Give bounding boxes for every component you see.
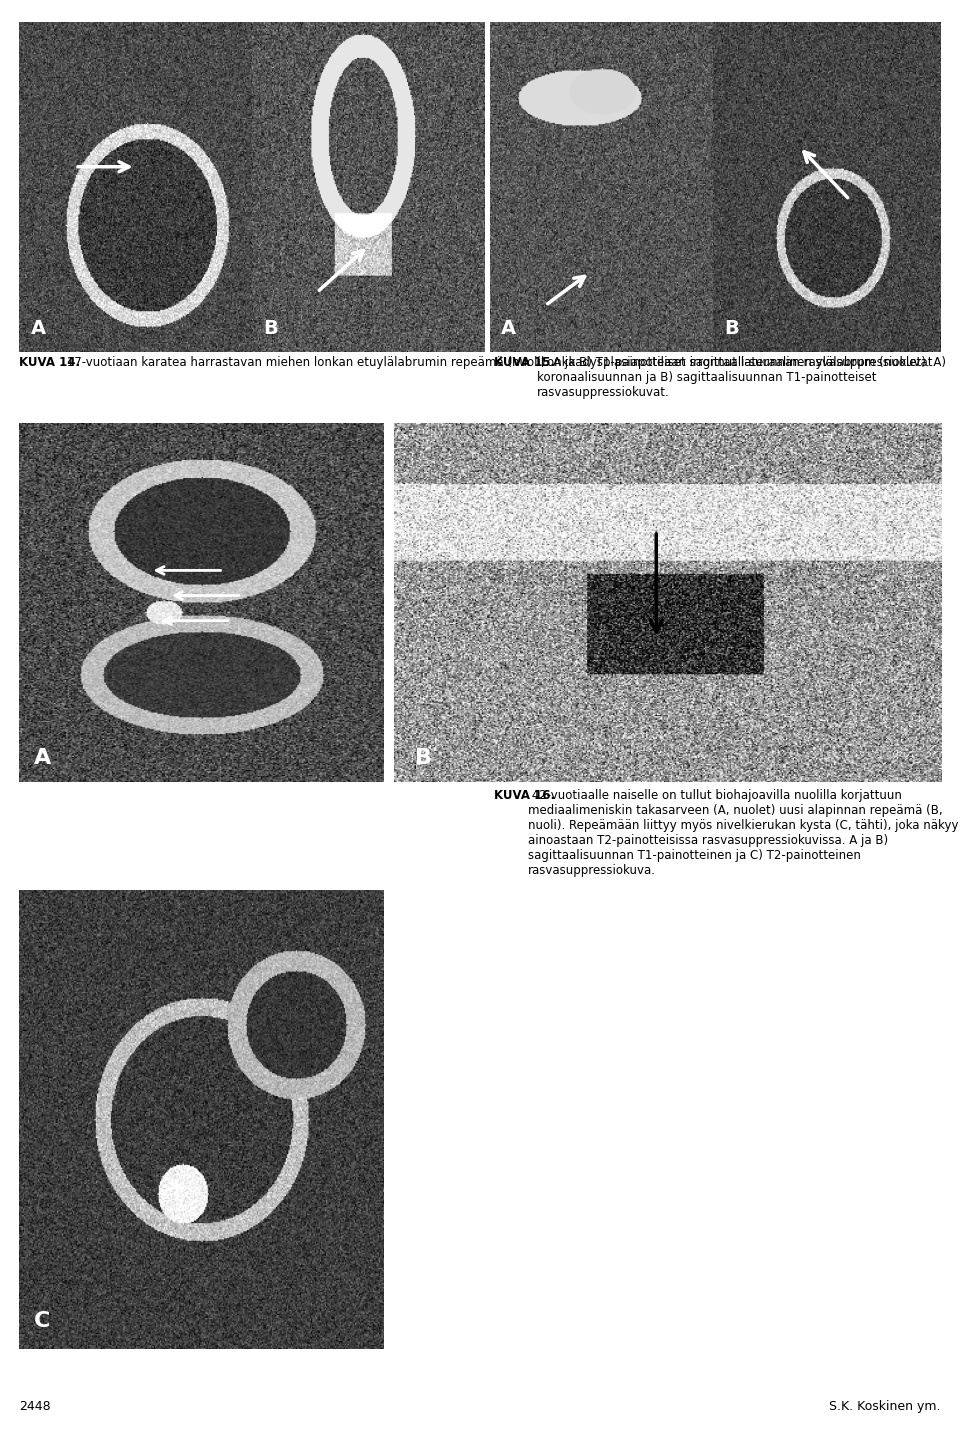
Text: 17-vuotiaan karatea harrastavan miehen lonkan etuylälabrumin repeämä (nuoli). A : 17-vuotiaan karatea harrastavan miehen l… — [62, 356, 936, 369]
Text: C: C — [34, 1310, 50, 1330]
Text: B: B — [724, 320, 739, 339]
Text: A: A — [31, 320, 46, 339]
Text: S.K. Koskinen ym.: S.K. Koskinen ym. — [829, 1401, 941, 1413]
Text: KUVA 16.: KUVA 16. — [494, 789, 556, 802]
Text: *: * — [168, 1178, 184, 1207]
Text: 42-vuotiaalle naiselle on tullut biohajoavilla nuolilla korjattuun mediaalimenis: 42-vuotiaalle naiselle on tullut biohajo… — [528, 789, 958, 877]
Text: A: A — [501, 320, 516, 339]
Text: A: A — [34, 748, 51, 768]
Text: B: B — [416, 748, 433, 768]
Text: KUVA 14.: KUVA 14. — [19, 356, 81, 369]
Text: Lonkkadysplasiapotilaan irronnut lateraalinen ylälabrum (nuolet). A) koronaalisu: Lonkkadysplasiapotilaan irronnut lateraa… — [537, 356, 946, 399]
Text: 2448: 2448 — [19, 1401, 51, 1413]
Text: KUVA 15.: KUVA 15. — [494, 356, 556, 369]
Text: B: B — [264, 320, 278, 339]
